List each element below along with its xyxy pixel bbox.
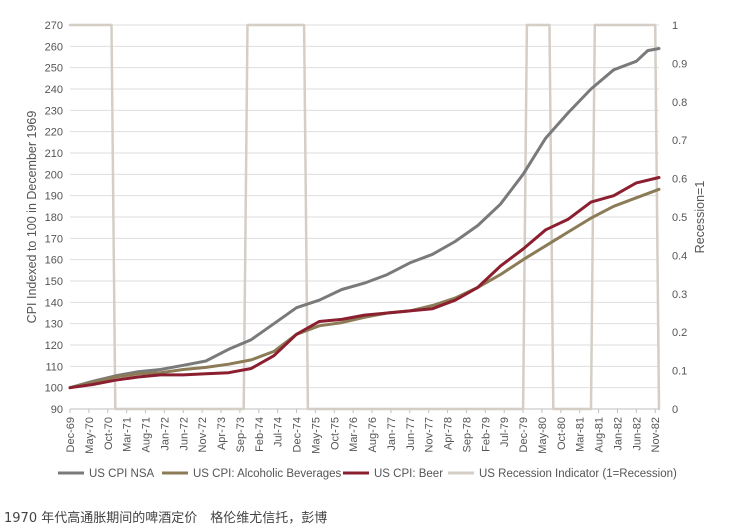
x-tick-label: Feb-74 (254, 417, 266, 452)
x-tick-label: Apr-78 (443, 417, 455, 450)
y-tick-label: 250 (45, 63, 63, 75)
x-tick-label: Oct-75 (329, 417, 341, 450)
x-tick-label: May-70 (84, 417, 96, 454)
x-tick-label: Jun-77 (405, 417, 417, 451)
x-tick-label: Jul-74 (273, 417, 285, 447)
y2-tick-label: 0.3 (672, 289, 687, 301)
y-tick-label: 100 (45, 383, 63, 395)
x-tick-label: Apr-73 (216, 417, 228, 450)
x-tick-label: Feb-79 (480, 417, 492, 452)
x-tick-label: Oct-80 (556, 417, 568, 450)
y-tick-label: 90 (51, 404, 63, 416)
x-tick-label: Dec-74 (292, 417, 304, 452)
y-tick-label: 140 (45, 297, 63, 309)
y-tick-label: 190 (45, 191, 63, 203)
y-tick-label: 210 (45, 148, 63, 160)
x-tick-label: Aug-71 (141, 417, 153, 452)
x-tick-label: Mar-71 (122, 417, 134, 452)
x-tick-label: Sep-73 (235, 417, 247, 452)
x-tick-label: Dec-79 (518, 417, 530, 452)
x-tick-label: Nov-72 (197, 417, 209, 452)
y2-tick-label: 0.6 (672, 174, 687, 186)
y2-tick-label: 0.5 (672, 212, 687, 224)
x-tick-label: May-80 (537, 417, 549, 454)
y2-tick-label: 1 (672, 20, 678, 32)
x-tick-label: Nov-77 (424, 417, 436, 452)
x-tick-label: Jun-82 (631, 417, 643, 451)
x-tick-label: Jun-72 (178, 417, 190, 451)
y2-tick-label: 0 (672, 404, 678, 416)
x-tick-label: Dec-69 (65, 417, 77, 452)
y-tick-label: 260 (45, 41, 63, 53)
x-tick-label: Jul-79 (499, 417, 511, 447)
y-tick-label: 160 (45, 255, 63, 267)
legend-label: US CPI: Beer (374, 468, 443, 480)
y-tick-label: 220 (45, 127, 63, 139)
y-tick-label: 170 (45, 233, 63, 245)
series-line-2 (68, 176, 661, 390)
y-tick-label: 180 (45, 212, 63, 224)
x-tick-label: May-75 (310, 417, 322, 454)
y-tick-label: 150 (45, 276, 63, 288)
line-chart: 2702602502402302202102001901801701601501… (25, 20, 707, 480)
legend-label: US CPI: Alcoholic Beverages (193, 468, 342, 480)
x-tick-label: Jan-82 (612, 417, 624, 451)
y2-tick-label: 0.2 (672, 327, 687, 339)
x-tick-label: Aug-76 (367, 417, 379, 452)
x-tick-label: Sep-78 (461, 417, 473, 452)
y2-tick-label: 0.8 (672, 97, 687, 109)
y-axis-title: CPI Indexed to 100 in December 1969 (25, 111, 39, 324)
x-tick-label: Aug-81 (594, 417, 606, 452)
x-tick-label: Oct-70 (103, 417, 115, 450)
series-line-0 (68, 47, 661, 390)
x-tick-label: Mar-81 (575, 417, 587, 452)
x-tick-label: Jan-72 (159, 417, 171, 451)
y2-tick-label: 0.1 (672, 366, 687, 378)
legend-label: US CPI NSA (89, 468, 155, 480)
figure-caption: 1970 年代高通胀期间的啤酒定价 格伦维尤信托，彭博 (4, 511, 328, 526)
y2-axis-title: Recession=1 (693, 181, 707, 254)
y2-tick-label: 0.4 (672, 250, 687, 262)
y-tick-label: 240 (45, 84, 63, 96)
x-tick-label: Nov-82 (650, 417, 662, 452)
legend-label: US Recession Indicator (1=Recession) (479, 468, 677, 480)
y-tick-label: 230 (45, 105, 63, 117)
y-tick-label: 130 (45, 319, 63, 331)
y2-tick-label: 0.9 (672, 58, 687, 70)
series-line-3 (68, 23, 661, 411)
chart-figure: 270 260 250 240 230 220 210 200 190 180 170 160 150 1… (25, 20, 707, 480)
y2-tick-label: 0.7 (672, 135, 687, 147)
x-tick-label: Jan-77 (386, 417, 398, 451)
x-tick-label: Mar-76 (348, 417, 360, 452)
y-tick-label: 200 (45, 169, 63, 181)
y-tick-label: 270 (45, 20, 63, 32)
series-line-1 (68, 187, 661, 390)
y-tick-label: 110 (45, 361, 63, 373)
y-tick-label: 120 (45, 340, 63, 352)
